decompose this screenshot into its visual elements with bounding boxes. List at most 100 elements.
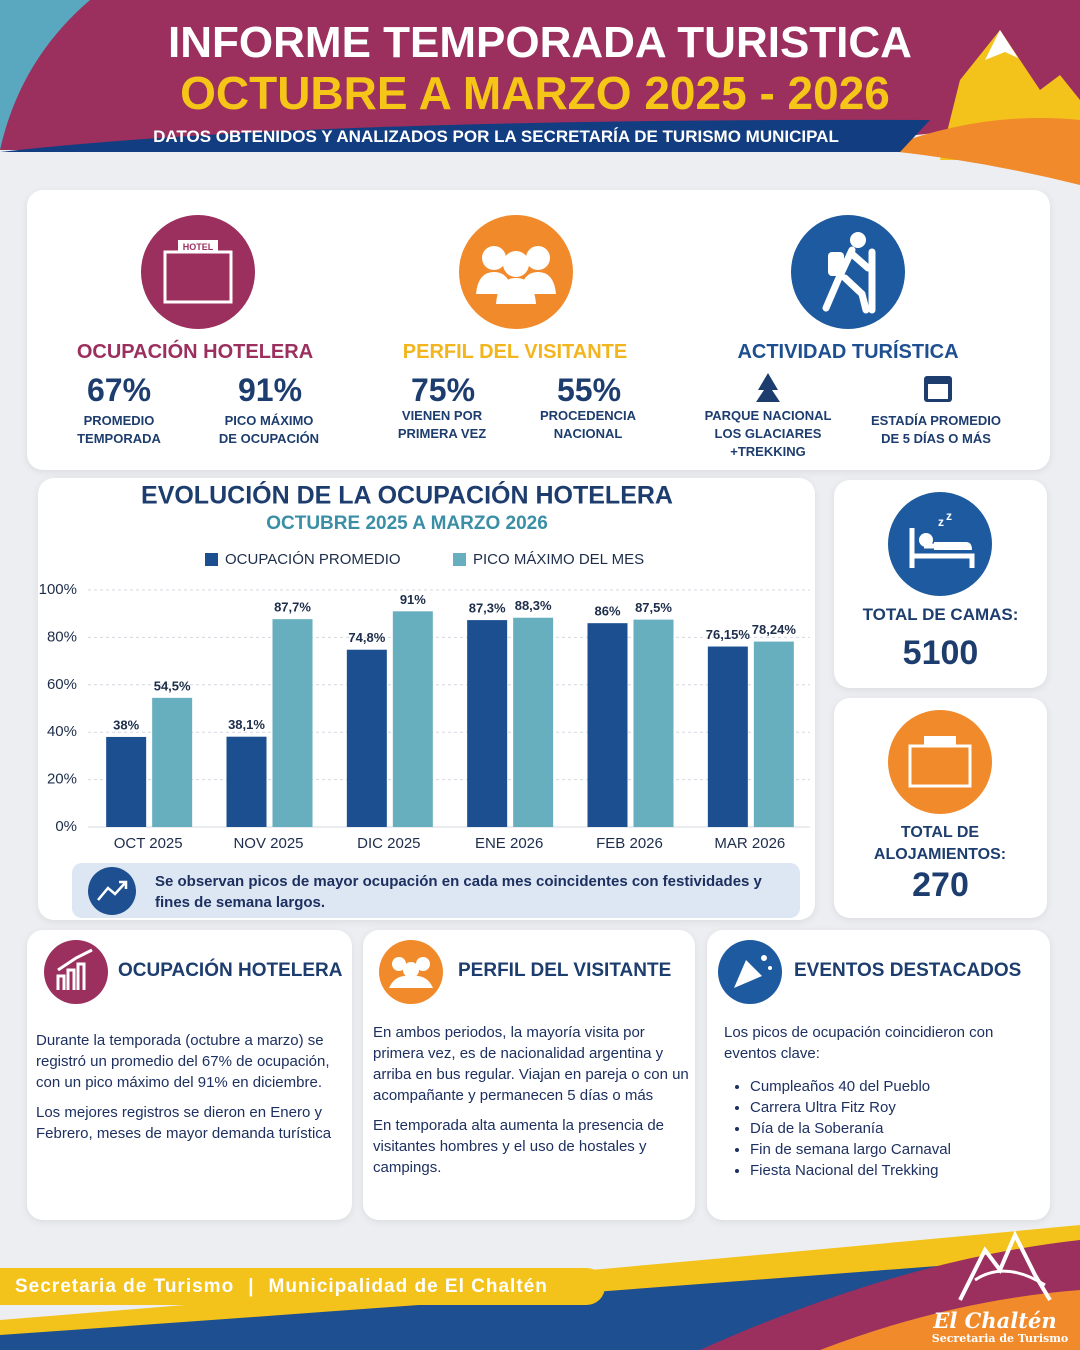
- paragraph: Durante la temporada (octubre a marzo) s…: [36, 1032, 330, 1091]
- paragraph: En ambos periodos, la mayoría visita por…: [373, 1024, 689, 1104]
- kpi-label: PROCEDENCIA NACIONAL: [540, 407, 636, 443]
- svg-text:z: z: [938, 515, 944, 529]
- y-tick-label: 80%: [47, 628, 77, 645]
- bar: [707, 646, 748, 827]
- value-label: 87,7%: [274, 600, 311, 615]
- value-label: 86%: [594, 604, 620, 619]
- value-label: 88,3%: [515, 598, 552, 613]
- x-tick-label: FEB 2026: [596, 835, 663, 852]
- bar: [106, 736, 147, 827]
- card-icons: [44, 940, 782, 1004]
- bullet: Cumpleaños 40 del Pueblo: [750, 1076, 1044, 1097]
- kpi-value: 67%: [86, 372, 152, 408]
- label-line: DE 5 DÍAS O MÁS: [881, 431, 991, 446]
- y-tick-label: 100%: [39, 581, 77, 598]
- beds-label: TOTAL DE CAMAS:: [862, 605, 1019, 624]
- icon-label: HOTEL: [183, 242, 214, 252]
- y-tick-label: 40%: [47, 723, 77, 740]
- bar: [392, 611, 433, 827]
- paragraph: Los picos de ocupación coincidieron con …: [724, 1024, 994, 1062]
- card-title: PERFIL DEL VISITANTE: [458, 960, 672, 981]
- kpi-icons: HOTEL: [141, 215, 952, 402]
- chart-title: EVOLUCIÓN DE LA OCUPACIÓN HOTELERA: [141, 480, 673, 510]
- value-label: 54,5%: [154, 678, 191, 693]
- beds-value: 5100: [902, 634, 979, 672]
- bullet: Día de la Soberanía: [750, 1118, 1044, 1139]
- value-label: 74,8%: [348, 630, 385, 645]
- kpi-label: VIENEN POR PRIMERA VEZ: [398, 407, 486, 443]
- footer-left: Secretaria de Turismo: [15, 1276, 235, 1297]
- label-line: PRIMERA VEZ: [397, 426, 487, 441]
- lodgings-value: 270: [912, 866, 969, 904]
- kpi-title: ACTIVIDAD TURÍSTICA: [737, 341, 959, 363]
- bar: [753, 641, 794, 827]
- footer-text: Secretaria de Turismo | Municipalidad de E…: [15, 1276, 548, 1298]
- kpi-value: 75%: [410, 372, 476, 408]
- bullet: Fiesta Nacional del Trekking: [750, 1160, 1044, 1181]
- logo-subtitle: Secretaria de Turismo: [931, 1332, 1069, 1345]
- svg-text:z: z: [946, 509, 952, 523]
- kpi-label: ESTADÍA PROMEDIO DE 5 DÍAS O MÁS: [871, 412, 1001, 448]
- label-line: VIENEN POR: [401, 408, 483, 423]
- kpi-label: PROMEDIO TEMPORADA: [77, 412, 161, 448]
- kpi-label: PICO MÁXIMO DE OCUPACIÓN: [219, 412, 319, 448]
- kpi-title: PERFIL DEL VISITANTE: [402, 341, 628, 363]
- label-line: ESTADÍA PROMEDIO: [870, 413, 1002, 428]
- label-line: DE OCUPACIÓN: [218, 431, 320, 446]
- source: DATOS OBTENIDOS Y ANALIZADOS POR LA SECR…: [153, 127, 839, 146]
- x-tick-label: MAR 2026: [714, 835, 785, 852]
- value-label: 76,15%: [706, 627, 751, 642]
- value-label: 87,3%: [469, 601, 506, 616]
- legend-swatch: [205, 553, 218, 566]
- kpi-value: 55%: [556, 372, 622, 408]
- value-label: 38%: [113, 717, 139, 732]
- card-body: Los picos de ocupación coincidieron con …: [724, 1022, 1044, 1181]
- label-line: TEMPORADA: [77, 431, 161, 446]
- label-line: PICO MÁXIMO: [224, 413, 314, 428]
- card-body: Durante la temporada (octubre a marzo) s…: [36, 1030, 341, 1153]
- bar: [272, 619, 313, 827]
- footer-right: Municipalidad de El Chaltén: [268, 1276, 548, 1297]
- chart-note: Se observan picos de mayor ocupación en …: [155, 873, 762, 911]
- separator: |: [248, 1276, 255, 1297]
- y-tick-label: 20%: [47, 771, 77, 788]
- bar: [152, 697, 193, 827]
- bar: [226, 736, 267, 827]
- label-line: PARQUE NACIONAL: [704, 408, 832, 423]
- card-body: En ambos periodos, la mayoría visita por…: [373, 1022, 691, 1187]
- title: INFORME TEMPORADA TURISTICA: [168, 18, 912, 67]
- bullet: Fin de semana largo Carnaval: [750, 1139, 1044, 1160]
- label-line: +TREKKING: [730, 444, 806, 459]
- value-label: 91%: [400, 592, 426, 607]
- x-tick-label: OCT 2025: [114, 835, 183, 852]
- kpi-value: 91%: [237, 372, 303, 408]
- logo-mark: [958, 1230, 1052, 1302]
- label-line: LOS GLACIARES: [714, 426, 822, 441]
- x-tick-label: NOV 2025: [233, 835, 303, 852]
- legend-label: PICO MÁXIMO DEL MES: [473, 551, 644, 568]
- paragraph: En temporada alta aumenta la presencia d…: [373, 1117, 665, 1176]
- note-box: [72, 863, 800, 918]
- bar: [467, 620, 508, 827]
- card-title: OCUPACIÓN HOTELERA: [118, 960, 343, 981]
- value-label: 38,1%: [228, 717, 265, 732]
- value-label: 87,5%: [635, 600, 672, 615]
- label-line: NACIONAL: [553, 426, 623, 441]
- x-tick-label: ENE 2026: [475, 835, 543, 852]
- subtitle: OCTUBRE A MARZO 2025 - 2026: [180, 67, 890, 119]
- bar: [587, 623, 628, 827]
- label-line: PROCEDENCIA: [539, 408, 637, 423]
- bar: [346, 649, 387, 827]
- bullet-list: Cumpleaños 40 del PuebloCarrera Ultra Fi…: [724, 1076, 1044, 1181]
- chart-subtitle: OCTUBRE 2025 A MARZO 2026: [266, 513, 548, 534]
- bar: [633, 619, 674, 827]
- card-title: EVENTOS DESTACADOS: [794, 960, 1022, 981]
- label-line: PROMEDIO: [83, 413, 155, 428]
- value-label: 78,24%: [752, 622, 797, 637]
- bar: [513, 617, 554, 827]
- y-tick-label: 60%: [47, 676, 77, 693]
- legend-swatch: [453, 553, 466, 566]
